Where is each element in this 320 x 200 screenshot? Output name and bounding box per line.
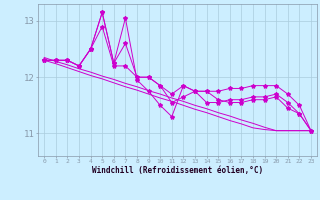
X-axis label: Windchill (Refroidissement éolien,°C): Windchill (Refroidissement éolien,°C) bbox=[92, 166, 263, 175]
